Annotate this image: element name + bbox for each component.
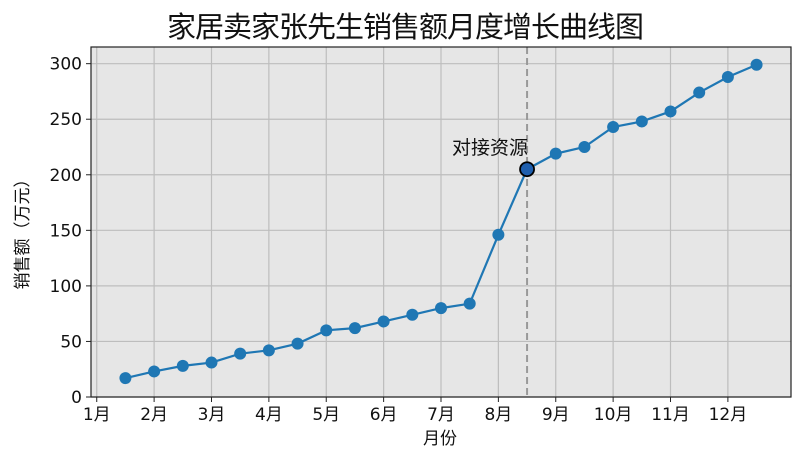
data-point [693,86,706,99]
highlight-marker [519,161,535,178]
data-point [435,302,447,315]
annotation-label: 对接资源 [452,137,528,159]
data-point [262,344,275,357]
y-axis-label: 销售额（万元） [13,171,33,290]
x-tick-label: 3月 [198,405,226,425]
data-point [205,356,218,369]
data-point [320,324,333,337]
data-point [635,115,648,128]
data-point [750,58,763,71]
grid-lines [91,47,791,398]
data-point [664,105,677,118]
x-tick-label: 4月 [255,405,283,425]
x-tick-label: 12月 [709,405,748,425]
data-point [291,337,304,350]
x-tick-label: 8月 [484,405,512,425]
data-point [234,347,247,360]
data-point [463,297,476,310]
x-tick-label: 10月 [594,405,633,425]
x-tick-label: 2月 [140,405,168,425]
x-tick-label: 9月 [542,405,570,425]
data-point [607,121,620,133]
x-tick-label: 1月 [83,405,111,425]
x-tick-label: 6月 [370,405,398,425]
y-tick-label: 0 [71,388,82,408]
y-tick-label: 300 [50,55,82,75]
data-point [176,359,189,372]
data-point [348,322,361,335]
data-point [406,308,419,321]
y-tick-label: 200 [50,166,82,186]
chart-title: 家居卖家张先生销售额月度增长曲线图 [166,10,644,44]
x-axis-label: 月份 [423,429,457,449]
data-point [721,71,734,83]
x-tick-label: 7月 [427,405,455,425]
y-tick-label: 100 [50,277,82,297]
data-point [377,315,390,328]
data-point [148,365,161,378]
data-point [119,372,132,385]
data-point [492,228,505,241]
y-axis-ticks: 0 50 100 150 200 250 300 [50,55,91,408]
x-axis-ticks: 1月 2月 3月 4月 5月 6月 7月 8月 9月 10月 11月 12月 [83,397,747,425]
y-tick-label: 250 [50,110,82,130]
data-point [578,141,591,153]
y-tick-label: 50 [60,332,82,352]
x-tick-label: 11月 [651,405,690,425]
x-tick-label: 5月 [312,405,340,425]
data-point [549,147,562,160]
y-tick-label: 150 [50,221,82,241]
